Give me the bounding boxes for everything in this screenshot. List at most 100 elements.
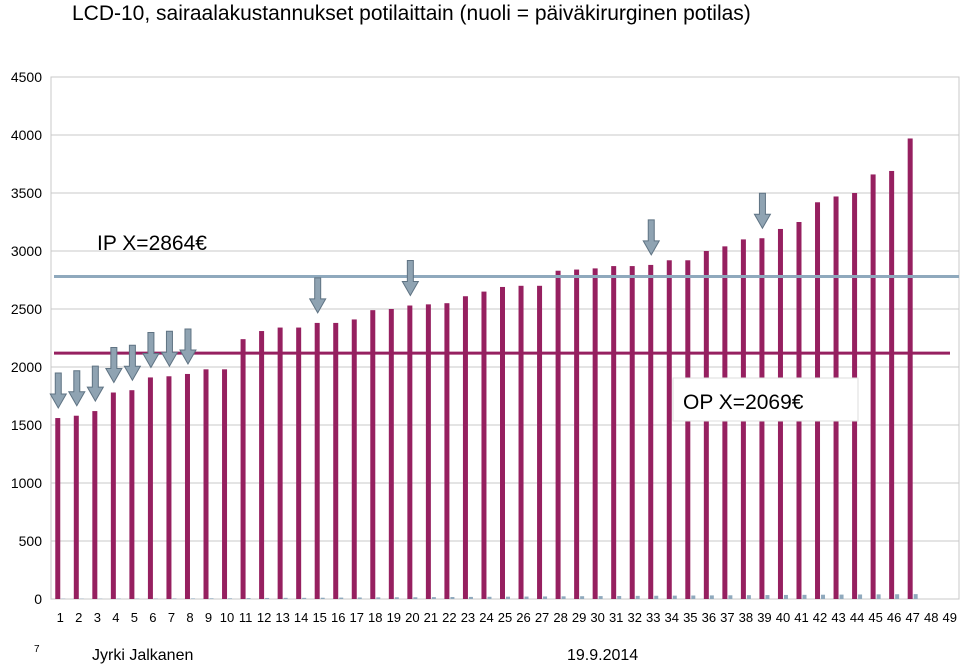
secondary-bar — [246, 598, 251, 599]
x-tick-label: 20 — [405, 610, 419, 625]
bar — [73, 415, 79, 599]
secondary-bar — [839, 594, 844, 599]
secondary-bar — [746, 595, 751, 599]
secondary-bar — [580, 596, 585, 599]
secondary-bar — [468, 596, 473, 599]
bar — [592, 268, 598, 599]
y-axis: 0 500 1000 1500 2000 2500 3000 3500 4000 4500 — [11, 69, 42, 607]
x-tick-label: 11 — [239, 610, 253, 625]
bar — [110, 392, 116, 599]
x-tick-label: 43 — [831, 610, 845, 625]
x-tick-label: 26 — [516, 610, 530, 625]
bar — [388, 309, 394, 599]
bar — [351, 319, 357, 599]
op-mean-label: OP X=2069€ — [683, 391, 804, 414]
op-label-box — [672, 377, 859, 422]
x-tick-label: 12 — [257, 610, 271, 625]
arrow-icon — [142, 331, 160, 369]
x-tick-label: 32 — [627, 610, 641, 625]
secondary-bar — [487, 596, 492, 599]
x-tick-label: 21 — [424, 610, 438, 625]
x-tick-label: 49 — [943, 610, 957, 625]
secondary-bar — [561, 596, 566, 599]
x-tick-label: 8 — [186, 610, 193, 625]
reference-lines: IP X=2864€ OP X=2069€ — [54, 232, 959, 422]
bar — [889, 170, 895, 599]
bar — [500, 286, 505, 599]
x-tick-label: 14 — [294, 610, 308, 625]
secondary-bar — [783, 594, 788, 599]
x-tick-label: 27 — [535, 610, 549, 625]
x-tick-label: 30 — [590, 610, 604, 625]
bar — [333, 322, 339, 599]
x-tick-label: 45 — [868, 610, 882, 625]
arrows — [49, 192, 772, 410]
arrow-icon — [753, 192, 772, 230]
x-tick-label: 23 — [461, 610, 475, 625]
bar — [222, 369, 228, 599]
bar — [240, 339, 246, 599]
secondary-bar — [339, 597, 344, 599]
x-tick-label: 9 — [205, 610, 212, 625]
x-tick-label: 6 — [149, 610, 156, 625]
bar — [555, 270, 561, 599]
y-tick-label: 4000 — [11, 127, 42, 143]
x-tick-label: 34 — [665, 610, 679, 625]
x-tick-label: 47 — [905, 610, 919, 625]
secondary-bar — [895, 594, 900, 599]
arrow-icon — [179, 328, 197, 365]
x-tick-label: 22 — [442, 610, 456, 625]
secondary-bar — [283, 597, 288, 599]
bar — [296, 327, 302, 599]
bar — [537, 285, 543, 599]
secondary-bar — [265, 597, 270, 599]
x-tick-label: 19 — [387, 610, 401, 625]
chart-title: LCD-10, sairaalakustannukset potilaittai… — [72, 2, 751, 25]
x-tick-label: 18 — [368, 610, 382, 625]
secondary-bar — [431, 597, 436, 599]
arrow-icon — [49, 372, 68, 410]
x-tick-label: 39 — [757, 610, 771, 625]
x-tick-label: 37 — [720, 610, 734, 625]
bar — [203, 369, 209, 599]
x-tick-label: 41 — [794, 610, 808, 625]
y-tick-label: 500 — [19, 533, 43, 549]
bar — [277, 327, 283, 599]
arrow-icon — [86, 365, 105, 403]
bar — [518, 285, 524, 599]
x-tick-label: 33 — [646, 610, 660, 625]
bar — [648, 264, 654, 599]
ip-mean-label: IP X=2864€ — [97, 232, 207, 255]
arrow-icon — [123, 344, 142, 382]
arrow-icon — [67, 370, 86, 407]
y-tick-label: 1000 — [11, 475, 42, 491]
x-tick-label: 24 — [479, 610, 493, 625]
arrow-icon — [642, 219, 661, 256]
arrow-icon — [104, 347, 123, 384]
bar — [722, 246, 728, 600]
secondary-bar — [728, 595, 733, 599]
x-tick-label: 36 — [702, 610, 716, 625]
secondary-bar — [357, 597, 362, 599]
x-tick-label: 16 — [331, 610, 345, 625]
x-tick-label: 46 — [887, 610, 901, 625]
secondary-bar — [190, 598, 195, 599]
bar — [55, 418, 61, 599]
x-tick-label: 38 — [739, 610, 753, 625]
arrow-icon — [401, 260, 420, 297]
bar — [425, 304, 431, 599]
bar — [703, 251, 709, 599]
x-tick-label: 42 — [813, 610, 827, 625]
y-tick-label: 0 — [34, 591, 42, 607]
bar — [907, 138, 913, 600]
footer-date: 19.9.2014 — [567, 647, 639, 664]
x-tick-label: 35 — [683, 610, 697, 625]
secondary-bar — [709, 595, 714, 599]
secondary-bar — [598, 596, 603, 599]
y-tick-label: 3000 — [11, 243, 42, 259]
x-tick-label: 7 — [168, 610, 175, 625]
secondary-bar — [524, 596, 529, 599]
bar — [92, 411, 98, 599]
bar — [259, 331, 265, 599]
secondary-bar — [413, 597, 418, 599]
